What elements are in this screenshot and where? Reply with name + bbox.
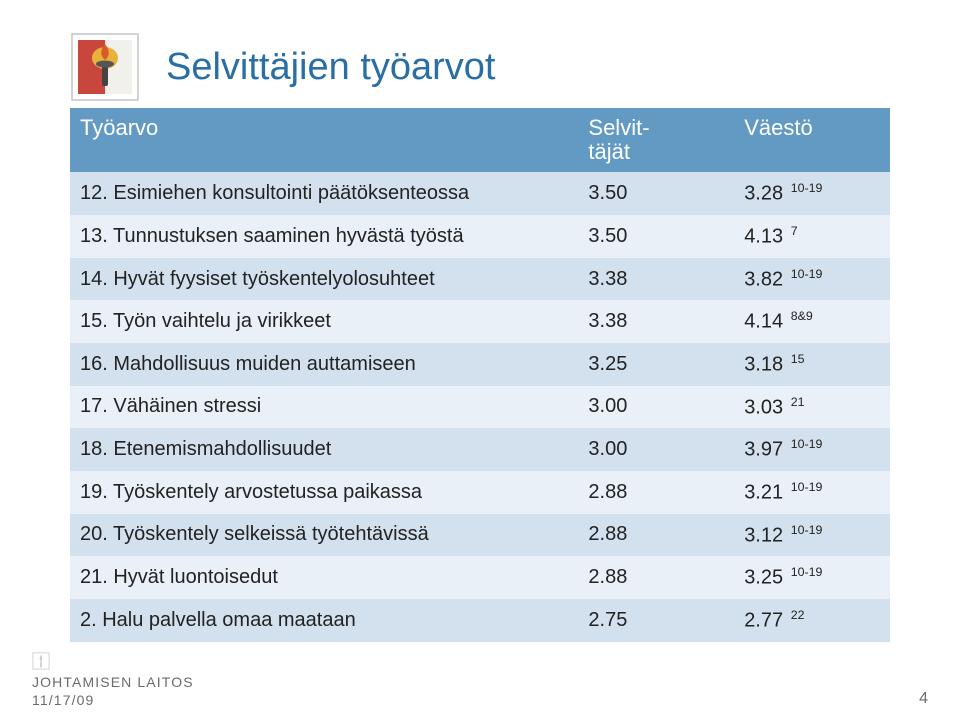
superscript-ref: 22	[791, 608, 805, 622]
row-value-selvittajat: 3.00	[578, 386, 734, 429]
row-value-vaesto: 3.03 21	[734, 386, 890, 429]
row-value-selvittajat: 3.38	[578, 258, 734, 301]
table-row: 12. Esimiehen konsultointi päätöksenteos…	[70, 172, 890, 215]
row-value-vaesto: 3.18 15	[734, 343, 890, 386]
slide: Selvittäjien työarvot Työarvo Selvit- tä…	[0, 0, 960, 724]
row-value-selvittajat: 2.88	[578, 471, 734, 514]
slide-header: Selvittäjien työarvot	[70, 32, 890, 102]
shield-torch-logo-icon	[70, 32, 140, 102]
table-row: 21. Hyvät luontoisedut2.883.25 10-19	[70, 556, 890, 599]
row-label: 18. Etenemismahdollisuudet	[70, 428, 578, 471]
col-header-tyoarvo: Työarvo	[70, 108, 578, 172]
slide-footer: JOHTAMISEN LAITOS 11/17/09 4	[0, 652, 960, 708]
table-body: 12. Esimiehen konsultointi päätöksenteos…	[70, 172, 890, 641]
footer-date: 11/17/09	[32, 692, 194, 708]
row-value-vaesto: 3.82 10-19	[734, 258, 890, 301]
table-row: 20. Työskentely selkeissä työtehtävissä2…	[70, 514, 890, 557]
table-row: 18. Etenemismahdollisuudet3.003.97 10-19	[70, 428, 890, 471]
row-value-vaesto: 3.97 10-19	[734, 428, 890, 471]
table-header-row: Työarvo Selvit- täjät Väestö	[70, 108, 890, 172]
row-value-vaesto: 4.14 8&9	[734, 300, 890, 343]
row-label: 14. Hyvät fyysiset työskentelyolosuhteet	[70, 258, 578, 301]
col-header-vaesto: Väestö	[734, 108, 890, 172]
row-label: 13. Tunnustuksen saaminen hyvästä työstä	[70, 215, 578, 258]
row-label: 19. Työskentely arvostetussa paikassa	[70, 471, 578, 514]
row-label: 12. Esimiehen konsultointi päätöksenteos…	[70, 172, 578, 215]
row-label: 16. Mahdollisuus muiden auttamiseen	[70, 343, 578, 386]
row-label: 15. Työn vaihtelu ja virikkeet	[70, 300, 578, 343]
row-value-vaesto: 3.28 10-19	[734, 172, 890, 215]
col-header-selvittajat: Selvit- täjät	[578, 108, 734, 172]
row-label: 20. Työskentely selkeissä työtehtävissä	[70, 514, 578, 557]
row-value-selvittajat: 2.88	[578, 514, 734, 557]
row-value-vaesto: 3.25 10-19	[734, 556, 890, 599]
data-table-wrap: Työarvo Selvit- täjät Väestö 12. Esimieh…	[70, 108, 890, 642]
row-value-selvittajat: 2.88	[578, 556, 734, 599]
slide-title: Selvittäjien työarvot	[166, 46, 496, 89]
superscript-ref: 10-19	[791, 267, 823, 281]
row-value-vaesto: 4.13 7	[734, 215, 890, 258]
footer-org: JOHTAMISEN LAITOS	[32, 674, 194, 690]
table-row: 16. Mahdollisuus muiden auttamiseen3.253…	[70, 343, 890, 386]
footer-left: JOHTAMISEN LAITOS 11/17/09	[32, 652, 194, 708]
footer-page-number: 4	[919, 690, 928, 708]
row-value-selvittajat: 3.25	[578, 343, 734, 386]
superscript-ref: 10-19	[791, 480, 823, 494]
row-value-selvittajat: 2.75	[578, 599, 734, 642]
row-label: 21. Hyvät luontoisedut	[70, 556, 578, 599]
row-value-selvittajat: 3.50	[578, 215, 734, 258]
table-row: 2. Halu palvella omaa maataan2.752.77 22	[70, 599, 890, 642]
superscript-ref: 7	[791, 224, 798, 238]
superscript-ref: 10-19	[791, 565, 823, 579]
data-table: Työarvo Selvit- täjät Väestö 12. Esimieh…	[70, 108, 890, 642]
superscript-ref: 10-19	[791, 181, 823, 195]
superscript-ref: 15	[791, 352, 805, 366]
row-value-vaesto: 3.21 10-19	[734, 471, 890, 514]
row-value-selvittajat: 3.38	[578, 300, 734, 343]
row-value-selvittajat: 3.00	[578, 428, 734, 471]
row-value-selvittajat: 3.50	[578, 172, 734, 215]
superscript-ref: 10-19	[791, 523, 823, 537]
row-value-vaesto: 3.12 10-19	[734, 514, 890, 557]
table-row: 13. Tunnustuksen saaminen hyvästä työstä…	[70, 215, 890, 258]
table-row: 19. Työskentely arvostetussa paikassa2.8…	[70, 471, 890, 514]
table-row: 15. Työn vaihtelu ja virikkeet3.384.14 8…	[70, 300, 890, 343]
row-label: 2. Halu palvella omaa maataan	[70, 599, 578, 642]
row-value-vaesto: 2.77 22	[734, 599, 890, 642]
table-row: 14. Hyvät fyysiset työskentelyolosuhteet…	[70, 258, 890, 301]
superscript-ref: 21	[791, 395, 805, 409]
superscript-ref: 8&9	[791, 309, 813, 323]
row-label: 17. Vähäinen stressi	[70, 386, 578, 429]
superscript-ref: 10-19	[791, 437, 823, 451]
table-row: 17. Vähäinen stressi3.003.03 21	[70, 386, 890, 429]
footer-logo-icon	[32, 652, 50, 670]
